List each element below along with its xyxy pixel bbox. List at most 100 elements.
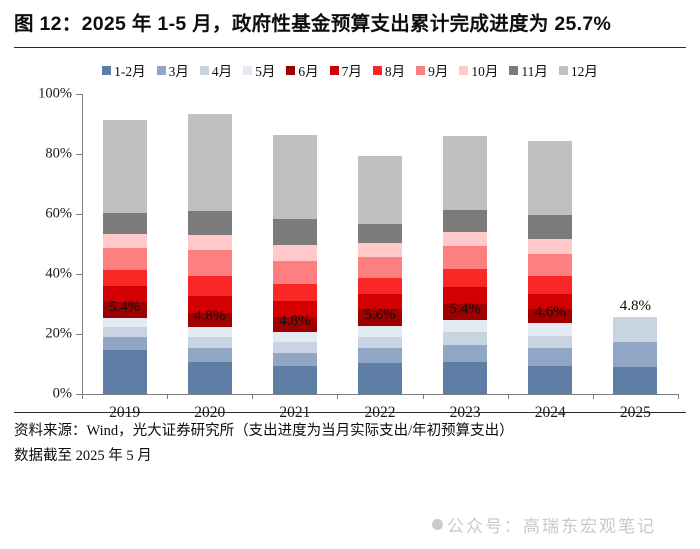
legend-swatch-icon	[156, 65, 166, 75]
bar-segment-2022-5月	[358, 326, 402, 338]
source-note: 资料来源：Wind，光大证券研究所（支出进度为当月实际支出/年初预算支出） 数据…	[0, 413, 700, 469]
legend-swatch-icon	[199, 65, 209, 75]
chart-plot-wrapper: 0% 20% 40% 60% 80% 100% 2019 5.4% 2020 4.8% 2021 4.…	[0, 85, 700, 421]
bar-segment-2023-4月	[443, 332, 488, 345]
bar-segment-2019-11月	[102, 213, 147, 234]
y-axis-label: 100%	[38, 85, 72, 102]
bar-segment-2023-9月	[443, 246, 488, 270]
bar-segment-2023-11月	[443, 210, 488, 233]
x-axis-label-2023: 2023	[449, 404, 481, 421]
bar-segment-2020-12月	[187, 113, 232, 212]
bar-segment-2022-3月	[358, 348, 402, 364]
bar-segment-2021-8月	[272, 283, 317, 302]
y-axis-tick	[76, 94, 82, 95]
y-axis-tick	[76, 214, 82, 215]
bar-segment-2020-11月	[187, 211, 232, 236]
bar-segment-2020-4月	[187, 337, 232, 349]
bar-2022[interactable]	[358, 155, 402, 394]
bar-segment-2022-11月	[358, 224, 402, 244]
legend-swatch-icon	[509, 65, 519, 75]
bar-segment-2020-9月	[187, 250, 232, 277]
bar-segment-2024-4月	[528, 335, 573, 349]
legend-item-6月[interactable]: 6月	[286, 60, 319, 80]
bar-segment-2019-7月	[102, 286, 147, 302]
legend-swatch-icon	[459, 65, 469, 75]
legend-item-1-2月[interactable]: 1-2月	[102, 60, 146, 80]
bar-segment-2023-5月	[443, 320, 488, 333]
bar-segment-2021-6月	[272, 317, 317, 332]
data-label-2019: 5.4%	[108, 298, 141, 315]
bar-segment-2022-10月	[358, 243, 402, 257]
bar-segment-2024-6月	[528, 309, 573, 323]
legend-label: 4月	[211, 64, 233, 79]
bar-segment-2021-7月	[272, 301, 317, 318]
x-axis-line	[82, 394, 678, 395]
legend-swatch-icon	[558, 65, 568, 75]
x-axis-label-2024: 2024	[534, 404, 566, 421]
legend-label: 7月	[341, 64, 362, 79]
legend-item-3月[interactable]: 3月	[156, 60, 189, 80]
legend-label: 3月	[168, 64, 189, 79]
bar-segment-2022-8月	[358, 277, 402, 294]
legend-label: 5月	[255, 64, 276, 79]
bar-segment-2019-6月	[102, 301, 147, 318]
y-axis-tick	[76, 334, 82, 335]
bar-segment-2020-10月	[187, 235, 232, 251]
y-axis-line	[82, 94, 83, 394]
x-axis-label-2022: 2022	[364, 404, 396, 421]
x-axis-label-2020: 2020	[194, 404, 226, 421]
y-axis-tick	[76, 394, 82, 395]
legend-label: 11月	[521, 64, 548, 79]
legend-item-11月[interactable]: 11月	[509, 60, 548, 80]
x-axis-tick	[422, 394, 424, 399]
x-axis-tick	[337, 394, 339, 399]
bar-segment-2020-5月	[187, 327, 232, 338]
x-axis-tick	[167, 394, 169, 399]
bar-segment-2019-12月	[102, 119, 147, 214]
watermark: 公众号：高瑞东宏观笔记	[432, 512, 656, 537]
bar-2021[interactable]	[272, 134, 317, 394]
bar-segment-2021-1-2月	[272, 366, 317, 394]
chart-plot-area	[82, 94, 678, 394]
x-axis-label-2019: 2019	[109, 404, 141, 421]
x-axis-tick	[507, 394, 509, 399]
legend-item-9月[interactable]: 9月	[416, 60, 448, 80]
source-note-line-1: 资料来源：Wind，光大证券研究所（支出进度为当月实际支出/年初预算支出）	[14, 423, 514, 439]
bar-segment-2021-12月	[272, 134, 317, 219]
data-label-2025: 4.8%	[619, 297, 652, 314]
bar-segment-2024-7月	[528, 293, 573, 310]
legend-swatch-icon	[286, 65, 296, 75]
bar-2024[interactable]	[528, 140, 573, 394]
source-note-line-2: 数据截至 2025 年 5 月	[14, 448, 152, 464]
bar-2020[interactable]	[187, 113, 232, 394]
bar-segment-2023-6月	[443, 304, 488, 321]
legend-item-12月[interactable]: 12月	[558, 60, 598, 80]
legend-item-10月[interactable]: 10月	[459, 60, 498, 80]
legend-swatch-icon	[329, 65, 339, 75]
legend-item-8月[interactable]: 8月	[372, 60, 405, 80]
bar-segment-2021-4月	[272, 341, 317, 353]
legend-item-4月[interactable]: 4月	[199, 60, 233, 80]
bar-segment-2019-10月	[102, 233, 147, 248]
bar-segment-2024-12月	[528, 140, 573, 215]
bar-segment-2024-11月	[528, 214, 573, 239]
bar-2025[interactable]	[613, 316, 658, 394]
legend-item-5月[interactable]: 5月	[243, 60, 275, 80]
bar-2019[interactable]	[102, 119, 147, 394]
x-axis-tick	[592, 394, 594, 399]
bar-2023[interactable]	[443, 136, 488, 394]
bar-segment-2022-9月	[358, 256, 402, 278]
bar-segment-2024-10月	[528, 238, 573, 254]
figure-title-block: 图 12：2025 年 1-5 月，政府性基金预算支出累计完成进度为 25.7%	[0, 0, 700, 42]
bar-segment-2025-4月	[613, 316, 658, 342]
legend-item-7月[interactable]: 7月	[329, 60, 362, 80]
legend-label: 9月	[428, 64, 449, 79]
chart-legend: 1-2月 3月 4月 5月 6月 7月 8月 9月 10月 11月 12月	[0, 60, 700, 80]
x-axis-tick	[678, 394, 679, 399]
bar-segment-2023-12月	[443, 136, 488, 211]
bar-segment-2021-5月	[272, 331, 317, 342]
footer-divider	[14, 412, 686, 413]
legend-swatch-icon	[372, 65, 382, 75]
page-title: 图 12：2025 年 1-5 月，政府性基金预算支出累计完成进度为 25.7%	[14, 13, 612, 35]
bar-segment-2023-8月	[443, 269, 488, 288]
